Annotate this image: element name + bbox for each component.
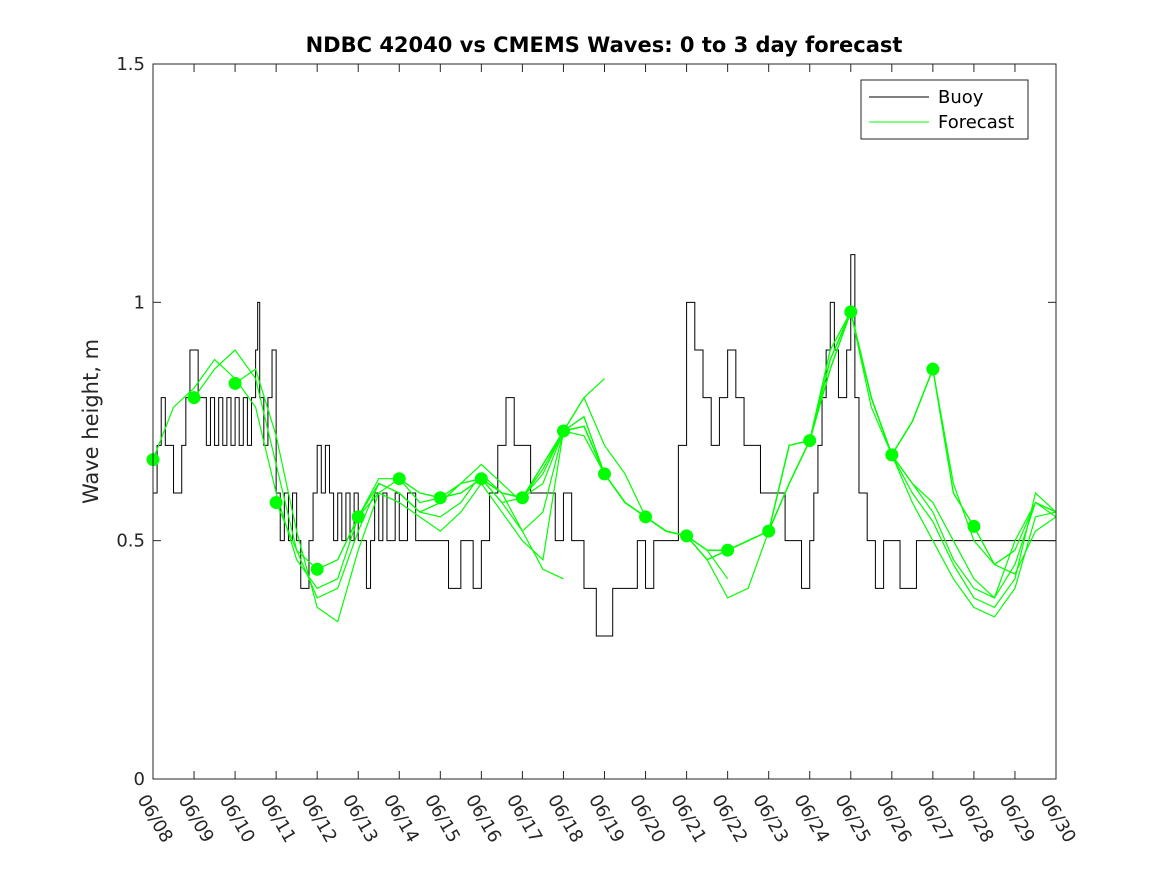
- plot-area: [146, 254, 1057, 637]
- forecast-marker: [269, 496, 283, 510]
- legend-box: [860, 79, 1029, 140]
- forecast-marker: [515, 491, 529, 505]
- chart-title: NDBC 42040 vs CMEMS Waves: 0 to 3 day fo…: [306, 33, 903, 57]
- forecast-marker: [680, 529, 694, 543]
- y-tick-label: 1: [134, 292, 145, 313]
- forecast-marker: [803, 434, 817, 448]
- forecast-marker: [926, 362, 940, 376]
- forecast-marker: [392, 472, 406, 486]
- y-tick-label: 0.5: [116, 531, 145, 552]
- forecast-run-line: [973, 516, 1057, 575]
- forecast-marker: [187, 391, 201, 405]
- forecast-marker: [598, 467, 611, 481]
- forecast-marker: [721, 543, 735, 557]
- legend-label-forecast: Forecast: [938, 112, 1014, 133]
- y-axis-label: Wave height, m: [79, 339, 103, 504]
- forecast-run-line: [768, 309, 1057, 618]
- legend: Buoy Forecast: [860, 79, 1029, 140]
- buoy-series-line: [153, 254, 1056, 637]
- forecast-marker: [474, 472, 488, 486]
- y-tick-label: 0: [134, 769, 145, 790]
- forecast-marker: [639, 510, 653, 524]
- legend-label-buoy: Buoy: [938, 87, 984, 108]
- forecast-marker: [433, 491, 447, 505]
- forecast-marker: [967, 519, 981, 533]
- forecast-marker: [844, 305, 858, 319]
- forecast-marker: [310, 562, 324, 576]
- forecast-marker: [762, 524, 776, 538]
- forecast-marker: [351, 510, 365, 524]
- y-axis: 0 0.5 1 1.5: [116, 54, 1056, 790]
- y-tick-label: 1.5: [116, 54, 145, 75]
- forecast-marker: [885, 448, 899, 462]
- forecast-run-line: [234, 368, 605, 623]
- forecast-marker: [228, 376, 242, 390]
- forecast-marker: [556, 424, 570, 438]
- forecast-run-line: [891, 366, 1057, 566]
